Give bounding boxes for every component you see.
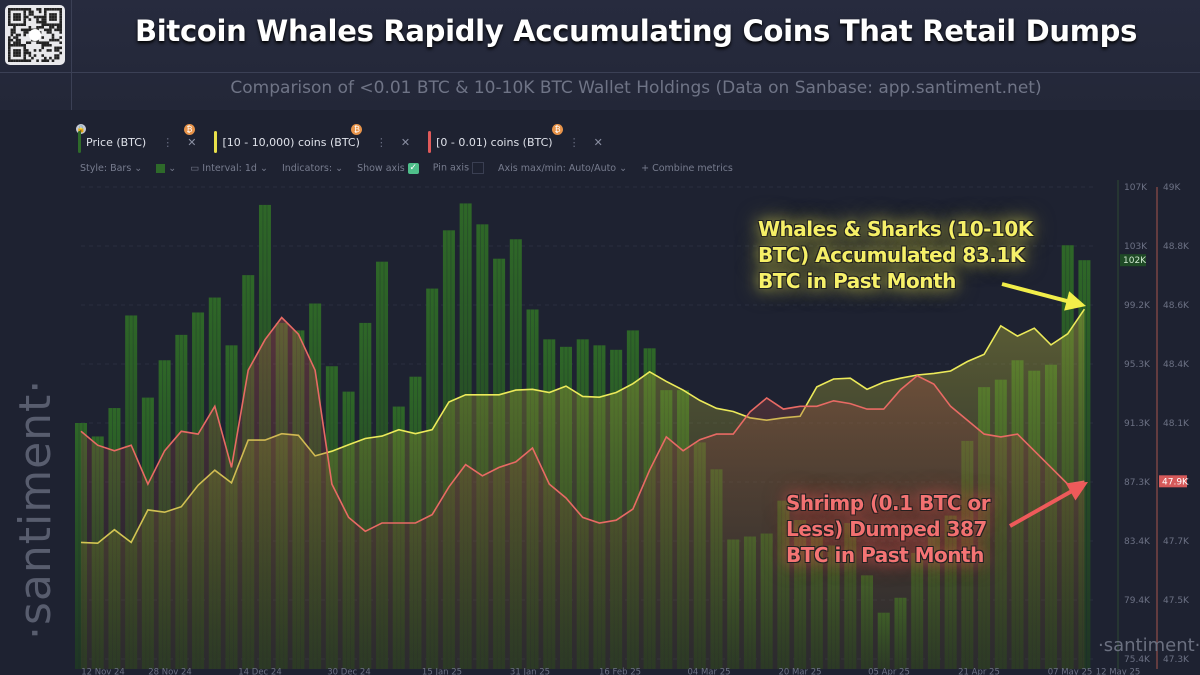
shrimp-annotation: Shrimp (0.1 BTC or Less) Dumped 387 BTC … — [786, 490, 991, 568]
annotation-line: Shrimp (0.1 BTC or — [786, 491, 991, 515]
shrimp-tick-label: 48.1K — [1163, 419, 1190, 429]
x-tick-label: 30 Dec 24 — [327, 668, 370, 675]
legend-chip-whales[interactable]: [10 - 10,000) coins (BTC) ⋮ ✕ ₿ — [214, 124, 420, 156]
price-tick-label: 99.2K — [1124, 301, 1151, 311]
annotation-line: Whales & Sharks (10-10K — [758, 217, 1033, 241]
style-dropdown[interactable]: Style: Bars ⌄ — [80, 162, 143, 174]
x-tick-label: 12 May 25 — [1096, 668, 1141, 675]
santiment-watermark: ·santiment· — [10, 378, 61, 640]
price-tick-label: 91.3K — [1124, 419, 1151, 429]
more-options-icon[interactable]: ⋮ — [162, 135, 174, 149]
interval-dropdown[interactable]: ▭ Interval: 1d ⌄ — [190, 162, 268, 174]
qr-divider — [71, 0, 72, 110]
x-tick-label: 15 Jan 25 — [422, 668, 462, 675]
whales-color-bar — [214, 131, 218, 153]
shrimp-tick-label: 47.5K — [1163, 596, 1190, 606]
page-title: Bitcoin Whales Rapidly Accumulating Coin… — [134, 14, 1138, 48]
shrimp-tick-label: 49K — [1163, 183, 1181, 193]
price-tick-label: 107K — [1124, 183, 1148, 193]
legend-chip-price[interactable]: 🔒 Price (BTC) ⋮ ✕ ₿ — [76, 124, 206, 156]
price-current-label: 102K — [1123, 256, 1147, 266]
shrimp-color-bar — [428, 131, 432, 153]
price-color-bar — [78, 131, 81, 153]
x-tick-label: 14 Dec 24 — [238, 668, 281, 675]
shrimp-tick-label: 48.6K — [1163, 301, 1190, 311]
price-tick-label: 103K — [1124, 242, 1148, 252]
x-tick-label: 07 May 25 — [1048, 668, 1093, 675]
page-subtitle: Comparison of <0.01 BTC & 10-10K BTC Wal… — [230, 78, 1042, 98]
price-tick-label: 95.3K — [1124, 360, 1151, 370]
header-divider — [0, 72, 1200, 73]
bitcoin-icon: ₿ — [184, 124, 195, 135]
annotation-line: BTC) Accumulated 83.1K — [758, 243, 1025, 267]
price-tick-label: 79.4K — [1124, 596, 1151, 606]
shrimp-arrow — [1009, 488, 1075, 528]
metrics-legend: 🔒 Price (BTC) ⋮ ✕ ₿ [10 - 10,000) coins … — [76, 124, 621, 156]
annotation-line: Less) Dumped 387 — [786, 517, 987, 541]
close-icon[interactable]: ✕ — [400, 135, 411, 149]
x-tick-label: 20 Mar 25 — [778, 668, 821, 675]
indicators-dropdown[interactable]: Indicators: ⌄ — [281, 162, 344, 174]
annotation-line: BTC in Past Month — [758, 269, 956, 293]
shrimp-current-label: 47.9K — [1162, 477, 1189, 487]
shrimp-area — [81, 317, 1085, 669]
legend-label: [0 - 0.01) coins (BTC) — [436, 135, 553, 149]
price-current-badge — [1120, 254, 1146, 267]
x-tick-label: 28 Nov 24 — [148, 668, 192, 675]
whales-arrow-head — [1064, 291, 1086, 311]
x-tick-label: 05 Apr 25 — [868, 668, 910, 675]
shrimp-tick-label: 48.4K — [1163, 360, 1190, 370]
calendar-icon: ▭ — [190, 162, 200, 174]
chart-toolbar: Style: Bars ⌄ ⌄ ▭ Interval: 1d ⌄ Indicat… — [80, 162, 733, 174]
whales-annotation: Whales & Sharks (10-10K BTC) Accumulated… — [758, 216, 1033, 294]
shrimp-tick-label: 47.7K — [1163, 537, 1190, 547]
shrimp-tick-label: 47.3K — [1163, 655, 1190, 665]
legend-chip-shrimp[interactable]: [0 - 0.01) coins (BTC) ⋮ ✕ ₿ — [428, 124, 613, 156]
annotation-line: BTC in Past Month — [786, 543, 984, 567]
header — [0, 0, 1200, 110]
price-tick-label: 87.3K — [1124, 478, 1151, 488]
checkbox-icon — [472, 162, 485, 174]
price-tick-label: 75.4K — [1124, 655, 1151, 665]
shrimp-arrow-head — [1065, 482, 1088, 501]
whales-arrow — [1001, 282, 1072, 304]
x-tick-label: 31 Jan 25 — [510, 668, 550, 675]
x-tick-label: 04 Mar 25 — [687, 668, 730, 675]
bitcoin-icon: ₿ — [552, 124, 564, 135]
color-swatch — [156, 163, 166, 173]
close-icon[interactable]: ✕ — [187, 135, 197, 149]
checkbox-checked-icon: ✓ — [407, 162, 419, 174]
more-options-icon[interactable]: ⋮ — [568, 135, 580, 149]
color-picker[interactable]: ⌄ — [156, 163, 176, 174]
x-tick-label: 21 Apr 25 — [958, 668, 1000, 675]
pin-axis-toggle[interactable]: Pin axis — [433, 162, 485, 174]
axis-maxmin-dropdown[interactable]: Axis max/min: Auto/Auto ⌄ — [498, 162, 628, 174]
more-options-icon[interactable]: ⋮ — [375, 135, 387, 149]
lock-icon: 🔒 — [76, 124, 86, 134]
shrimp-tick-label: 48.8K — [1163, 242, 1190, 252]
x-tick-label: 16 Feb 25 — [599, 668, 641, 675]
x-tick-label: 12 Nov 24 — [81, 668, 125, 675]
show-axis-toggle[interactable]: Show axis ✓ — [357, 162, 419, 174]
qr-code-icon — [5, 5, 65, 65]
shrimp-current-badge — [1159, 475, 1187, 488]
legend-label: Price (BTC) — [86, 135, 147, 149]
combine-metrics-button[interactable]: + Combine metrics — [641, 162, 733, 174]
close-icon[interactable]: ✕ — [593, 135, 603, 149]
bitcoin-icon: ₿ — [351, 124, 363, 135]
santiment-watermark-small: ·santiment· — [1098, 635, 1200, 656]
legend-label: [10 - 10,000) coins (BTC) — [222, 135, 360, 149]
price-tick-label: 83.4K — [1124, 537, 1151, 547]
